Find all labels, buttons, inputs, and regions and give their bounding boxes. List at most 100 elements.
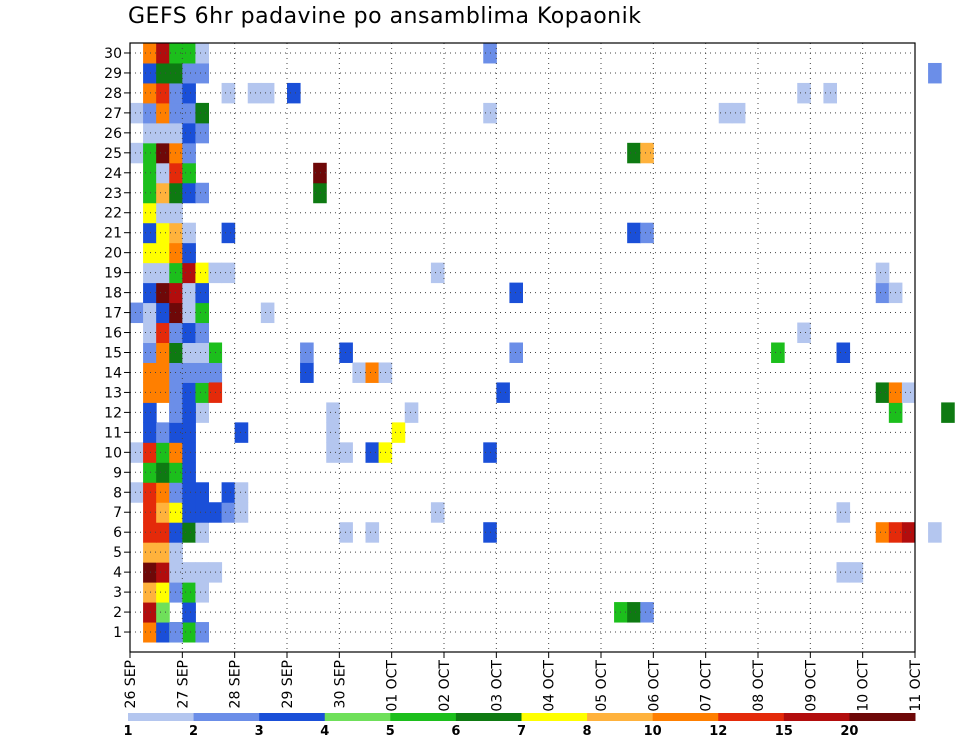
heatmap-cell bbox=[195, 502, 209, 523]
heatmap-cell bbox=[156, 242, 170, 264]
heatmap-cell bbox=[627, 222, 641, 244]
y-tick-label: 6 bbox=[113, 525, 122, 541]
heatmap-cell bbox=[195, 522, 209, 543]
heatmap-cell bbox=[339, 522, 353, 543]
heatmap-cell bbox=[182, 322, 196, 344]
y-tick-label: 25 bbox=[104, 146, 122, 162]
heatmap-cell bbox=[365, 442, 380, 463]
heatmap-cell bbox=[313, 162, 327, 184]
heatmap-cell bbox=[182, 142, 196, 164]
heatmap-cell bbox=[156, 162, 170, 184]
x-tick-label: 11 OCT bbox=[908, 660, 924, 712]
heatmap-cell bbox=[928, 522, 942, 543]
heatmap-cell bbox=[640, 602, 654, 623]
heatmap-cell bbox=[169, 622, 183, 643]
heatmap-cell bbox=[169, 162, 183, 184]
heatmap-cell bbox=[169, 522, 183, 543]
x-tick-label: 03 OCT bbox=[489, 660, 505, 712]
heatmap-cell bbox=[169, 242, 183, 264]
heatmap-cell bbox=[143, 602, 157, 623]
heatmap-cell bbox=[430, 262, 445, 284]
y-tick-label: 15 bbox=[104, 345, 122, 361]
heatmap-cell bbox=[143, 362, 157, 383]
heatmap-cell bbox=[156, 82, 170, 104]
x-tick-label: 09 OCT bbox=[803, 660, 819, 712]
heatmap-cell bbox=[143, 162, 157, 184]
heatmap-cell bbox=[182, 242, 196, 264]
x-tick-label: 05 OCT bbox=[594, 660, 610, 712]
heatmap-cell bbox=[195, 122, 209, 144]
heatmap-cell bbox=[143, 442, 157, 463]
heatmap-cell bbox=[169, 402, 183, 423]
colorbar-label: 15 bbox=[775, 724, 793, 739]
heatmap-cell bbox=[169, 82, 183, 104]
heatmap-cell bbox=[195, 582, 209, 603]
heatmap-cell bbox=[156, 142, 170, 164]
heatmap-cell bbox=[143, 522, 157, 543]
heatmap-cell bbox=[195, 62, 209, 84]
heatmap-cell bbox=[836, 502, 851, 523]
heatmap-cell bbox=[182, 382, 196, 403]
heatmap-cell bbox=[156, 43, 170, 64]
x-tick-label: 28 SEP bbox=[228, 660, 244, 708]
heatmap-cell bbox=[156, 182, 170, 204]
heatmap-cell bbox=[156, 602, 170, 623]
heatmap-cell bbox=[182, 422, 196, 443]
heatmap-cell bbox=[326, 402, 340, 423]
heatmap-cell bbox=[156, 542, 170, 563]
heatmap-cell bbox=[156, 442, 170, 463]
heatmap-cell bbox=[169, 342, 183, 363]
heatmap-cell bbox=[143, 222, 157, 244]
y-tick-label: 8 bbox=[113, 485, 122, 501]
y-tick-label: 30 bbox=[104, 46, 122, 62]
colorbar-label: 2 bbox=[189, 724, 198, 739]
y-tick-label: 12 bbox=[104, 405, 122, 421]
x-tick-label: 06 OCT bbox=[646, 660, 662, 712]
y-tick-label: 1 bbox=[113, 625, 122, 641]
heatmap-cell bbox=[182, 302, 196, 324]
x-tick-label: 08 OCT bbox=[751, 660, 767, 712]
heatmap-cell bbox=[182, 402, 196, 423]
heatmap-cell bbox=[326, 442, 340, 463]
heatmap-cell bbox=[130, 302, 144, 324]
colorbar-segment bbox=[783, 713, 850, 721]
heatmap-cell bbox=[143, 62, 157, 84]
heatmap-cell bbox=[143, 142, 157, 164]
heatmap-cell bbox=[169, 462, 183, 483]
y-tick-label: 5 bbox=[113, 545, 122, 561]
heatmap-cell bbox=[640, 142, 654, 164]
heatmap-cell bbox=[875, 282, 890, 304]
heatmap-cell bbox=[509, 282, 523, 304]
heatmap-cell bbox=[156, 202, 170, 224]
y-tick-label: 9 bbox=[113, 465, 122, 481]
heatmap-cell bbox=[182, 442, 196, 463]
heatmap-cell bbox=[156, 302, 170, 324]
heatmap-cell bbox=[627, 602, 641, 623]
y-tick-label: 18 bbox=[104, 286, 122, 302]
y-tick-label: 20 bbox=[104, 246, 122, 262]
heatmap-cell bbox=[496, 382, 510, 403]
heatmap-cell bbox=[195, 182, 209, 204]
heatmap-cell bbox=[875, 522, 890, 543]
colorbar-label: 20 bbox=[840, 724, 858, 739]
heatmap-cell bbox=[169, 222, 183, 244]
heatmap-cell bbox=[169, 322, 183, 344]
heatmap-cell bbox=[130, 482, 144, 503]
heatmap-cell bbox=[731, 102, 746, 124]
heatmap-cell bbox=[182, 622, 196, 643]
heatmap-cell bbox=[143, 202, 157, 224]
heatmap-cell bbox=[143, 43, 157, 64]
y-tick-label: 23 bbox=[104, 186, 122, 202]
heatmap-cell bbox=[156, 342, 170, 363]
heatmap-cell bbox=[143, 582, 157, 603]
heatmap-cell bbox=[143, 322, 157, 344]
heatmap-cell bbox=[169, 442, 183, 463]
colorbar-label: 6 bbox=[451, 724, 460, 739]
heatmap-cell bbox=[901, 522, 916, 543]
heatmap-cell bbox=[221, 482, 236, 503]
y-tick-label: 7 bbox=[113, 505, 122, 521]
y-tick-label: 3 bbox=[113, 585, 122, 601]
heatmap-cell bbox=[156, 582, 170, 603]
heatmap-cell bbox=[182, 82, 196, 104]
heatmap-cell bbox=[182, 482, 196, 503]
